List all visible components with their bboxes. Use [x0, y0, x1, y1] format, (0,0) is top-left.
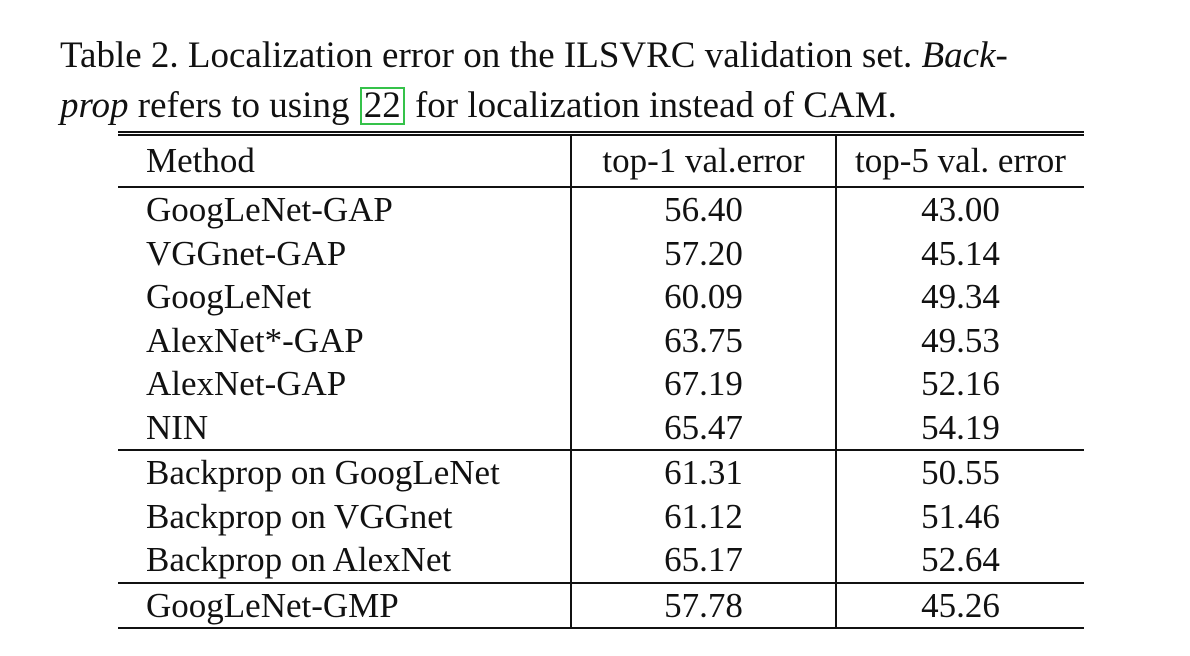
top5-cell: 52.64 — [921, 540, 1000, 579]
table-row: GoogLeNet 60.09 49.34 — [118, 275, 1084, 319]
caption-lead: Table 2. Localization error on the ILSVR… — [60, 35, 922, 76]
top1-cell: 65.47 — [571, 405, 837, 450]
top1-cell: 57.20 — [571, 231, 837, 275]
table-row: Backprop on GoogLeNet 61.31 50.55 — [118, 449, 1084, 495]
header-row: Method top-1 val.error top-5 val. error — [118, 133, 1084, 188]
method-cell: VGGnet-GAP — [118, 231, 572, 275]
method-cell: GoogLeNet-GMP — [118, 581, 572, 629]
table-row: VGGnet-GAP 57.20 45.14 — [118, 231, 1084, 275]
top1-cell: 57.78 — [571, 581, 837, 629]
method-cell: Backprop on GoogLeNet — [118, 449, 572, 495]
top5-cell: 51.46 — [921, 496, 1000, 536]
top5-cell: 49.34 — [921, 277, 1000, 316]
results-table: Method top-1 val.error top-5 val. error … — [118, 131, 1084, 629]
table-row: Backprop on AlexNet 65.17 52.64 — [118, 538, 1084, 583]
top1-cell: 63.75 — [571, 318, 837, 362]
header-top5: top-5 val. error — [836, 133, 1084, 188]
table-row: GoogLeNet-GAP 56.40 43.00 — [118, 187, 1084, 232]
method-cell: Backprop on VGGnet — [118, 494, 572, 538]
table-caption: Table 2. Localization error on the ILSVR… — [60, 31, 1150, 131]
top1-cell: 56.40 — [571, 187, 837, 232]
top5-cell: 45.14 — [921, 233, 1000, 273]
top5-cell: 50.55 — [836, 449, 1084, 495]
caption-mid: refers to using — [128, 85, 359, 126]
header-top1: top-1 val.error — [571, 133, 837, 188]
caption-emphasis-1: Back- — [921, 35, 1008, 76]
caption-line-1: Table 2. Localization error on the ILSVR… — [60, 31, 1150, 81]
method-cell: GoogLeNet — [118, 275, 572, 319]
method-cell: Backprop on AlexNet — [118, 538, 572, 583]
citation-text: 22 — [363, 85, 401, 126]
table-row: NIN 65.47 54.19 — [118, 405, 1084, 450]
caption-line-2: prop refers to using 22 for localization… — [60, 81, 1150, 131]
citation-link[interactable]: 22 — [359, 85, 405, 126]
top5-cell: 45.26 — [836, 581, 1084, 629]
top5-cell: 49.53 — [921, 320, 1000, 360]
table-row: GoogLeNet-GMP 57.78 45.26 — [118, 581, 1084, 629]
caption-tail: for localization instead of CAM. — [405, 85, 897, 126]
method-cell: GoogLeNet-GAP — [118, 187, 572, 232]
top5-cell: 43.00 — [921, 190, 1000, 229]
method-cell: AlexNet-GAP — [118, 362, 572, 406]
top5-cell: 54.19 — [921, 407, 1000, 447]
table-row: AlexNet-GAP 67.19 52.16 — [118, 362, 1084, 406]
top1-cell: 61.12 — [571, 494, 837, 538]
top1-cell: 60.09 — [571, 275, 837, 319]
top5-cell: 52.16 — [921, 364, 1000, 403]
top1-cell: 61.31 — [571, 449, 837, 495]
caption-emphasis-2: prop — [60, 85, 129, 126]
table-row: AlexNet*-GAP 63.75 49.53 — [118, 318, 1084, 362]
top1-cell: 65.17 — [571, 538, 837, 583]
method-cell: NIN — [118, 405, 572, 450]
header-method: Method — [118, 133, 572, 188]
table-row: Backprop on VGGnet 61.12 51.46 — [118, 494, 1084, 538]
method-cell: AlexNet*-GAP — [118, 318, 572, 362]
top1-cell: 67.19 — [571, 362, 837, 406]
